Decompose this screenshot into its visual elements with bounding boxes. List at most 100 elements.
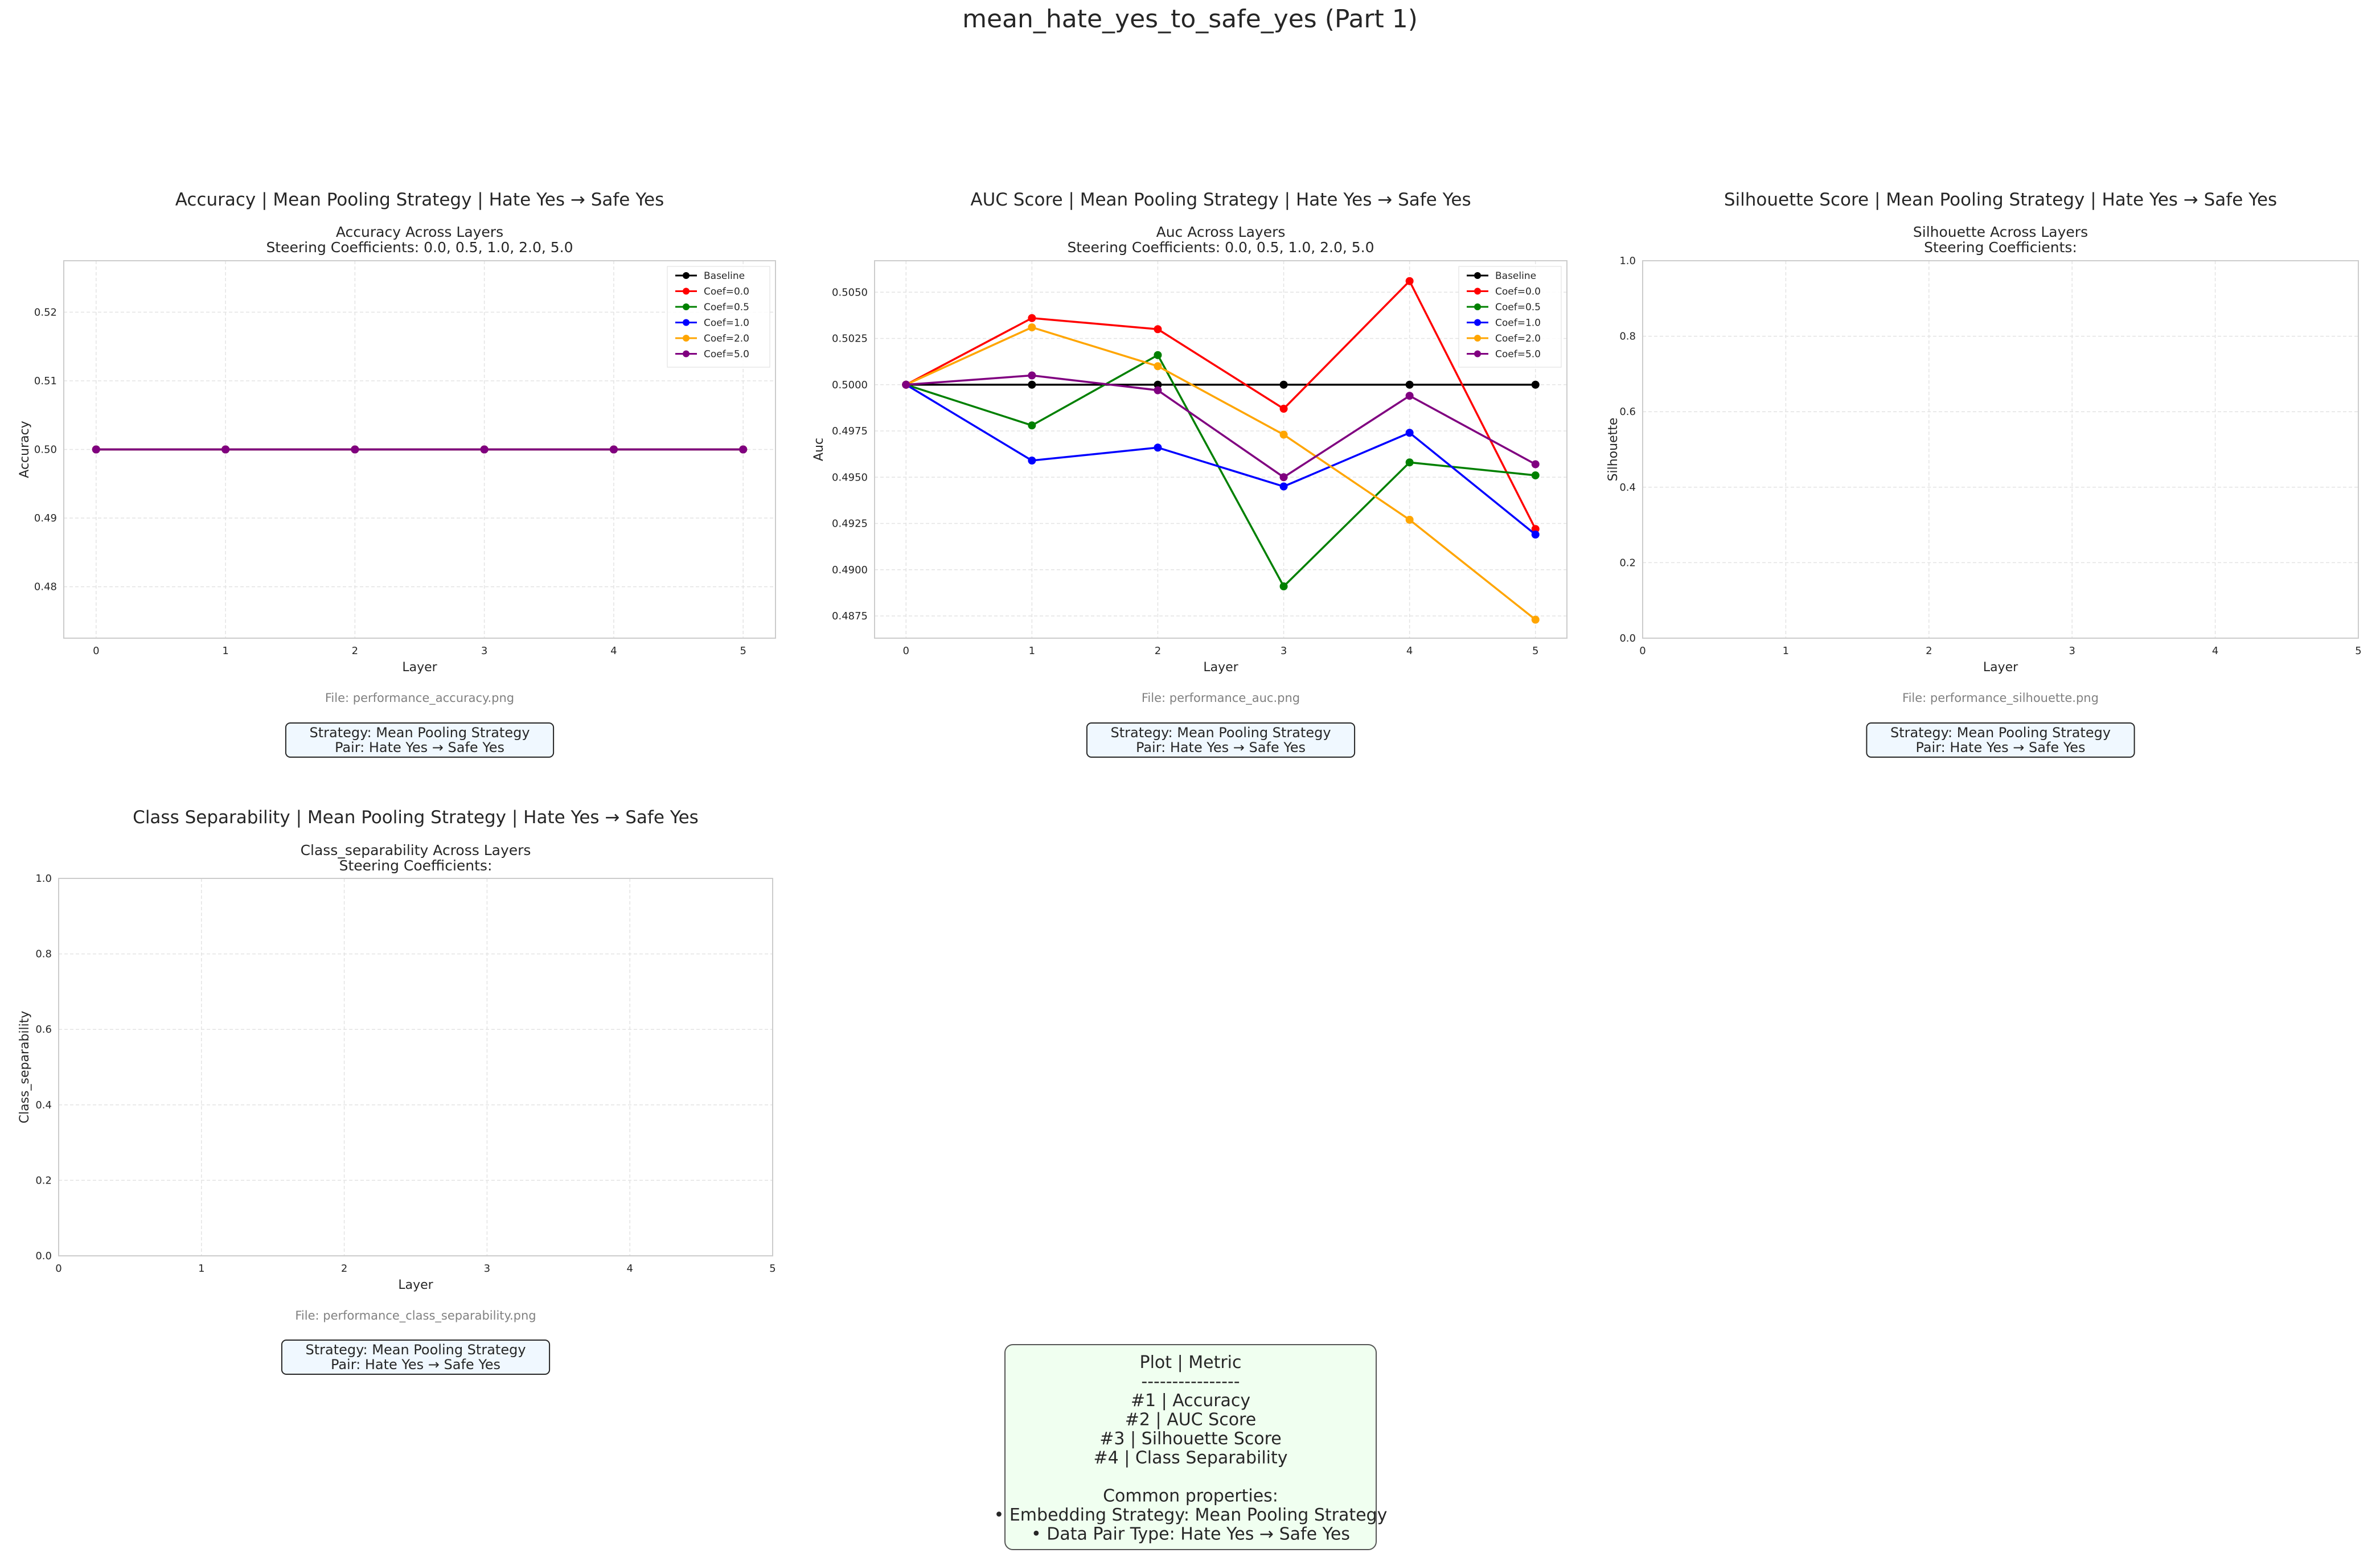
- legend-swatch-marker: [683, 303, 690, 310]
- data-point: [1028, 314, 1036, 322]
- legend-swatch-marker: [683, 335, 690, 342]
- data-point: [1154, 325, 1162, 334]
- plot-area: [875, 261, 1567, 638]
- summary-line: ----------------: [1141, 1372, 1240, 1392]
- x-tick-label: 0: [93, 645, 99, 657]
- panels: Accuracy | Mean Pooling Strategy | Hate …: [18, 190, 2362, 1375]
- chart-panel-1: Accuracy | Mean Pooling Strategy | Hate …: [18, 190, 776, 758]
- plot-area: [59, 878, 773, 1256]
- summary-line: #3 | Silhouette Score: [1099, 1429, 1282, 1449]
- axes-frame: [58, 878, 773, 1256]
- legend-label: Coef=2.0: [1495, 333, 1541, 344]
- y-tick-label: 0.4875: [832, 610, 868, 622]
- x-tick-label: 2: [1926, 645, 1932, 657]
- chart-title: Class_separability Across Layers: [301, 842, 531, 858]
- x-tick-label: 0: [903, 645, 909, 657]
- y-tick-label: 0.4975: [832, 425, 868, 437]
- data-point: [1531, 471, 1540, 479]
- y-tick-label: 1.0: [35, 873, 52, 885]
- y-tick-label: 0.51: [34, 375, 57, 387]
- summary-line: Common properties:: [1103, 1486, 1278, 1506]
- chart-title: Silhouette Across Layers: [1913, 224, 2088, 240]
- summary-line: #4 | Class Separability: [1093, 1448, 1287, 1468]
- x-tick-label: 3: [1281, 645, 1287, 657]
- axes-frame: [63, 260, 776, 639]
- legend-label: Coef=0.0: [704, 286, 749, 298]
- legend-label: Baseline: [704, 270, 745, 282]
- data-point: [1405, 392, 1414, 400]
- x-tick-label: 4: [610, 645, 617, 657]
- x-tick-label: 1: [1783, 645, 1789, 657]
- y-tick-label: 0.48: [34, 581, 57, 593]
- x-tick-label: 3: [484, 1263, 490, 1275]
- legend-swatch-marker: [1474, 319, 1481, 326]
- chart-title: Auc Across Layers: [1156, 224, 1286, 240]
- y-tick-label: 0.4925: [832, 518, 868, 530]
- legend-label: Coef=2.0: [704, 333, 749, 344]
- y-tick-label: 0.4900: [832, 564, 868, 576]
- y-axis-label: Auc: [812, 438, 826, 461]
- data-point: [609, 445, 618, 454]
- figure-suptitle: mean_hate_yes_to_safe_yes (Part 1): [962, 5, 1418, 34]
- x-tick-label: 5: [1532, 645, 1538, 657]
- x-tick-label: 4: [626, 1263, 633, 1275]
- y-tick-label: 0.6: [1619, 406, 1636, 418]
- summary-line: • Data Pair Type: Hate Yes → Safe Yes: [1031, 1525, 1350, 1544]
- data-point: [1405, 429, 1414, 437]
- legend-label: Coef=5.0: [704, 349, 749, 360]
- file-label: File: performance_accuracy.png: [325, 691, 514, 705]
- y-tick-label: 0.52: [34, 306, 57, 318]
- caption-pair: Pair: Hate Yes → Safe Yes: [1136, 739, 1306, 755]
- legend: Baseline Coef=0.0 Coef=0.5 Coef=1.0 Coef=2.0…: [667, 266, 770, 368]
- y-tick-label: 0.4: [35, 1099, 52, 1111]
- chart-panel-4: Class Separability | Mean Pooling Strate…: [18, 807, 776, 1375]
- panel-title: AUC Score | Mean Pooling Strategy | Hate…: [970, 190, 1471, 210]
- y-tick-label: 0.5050: [832, 286, 868, 298]
- x-axis-label: Layer: [402, 660, 437, 675]
- summary-line: • Embedding Strategy: Mean Pooling Strat…: [994, 1505, 1388, 1525]
- y-tick-label: 0.4: [1619, 482, 1636, 494]
- legend-swatch-marker: [1474, 272, 1481, 279]
- data-point: [1531, 531, 1540, 539]
- chart-subtitle: Steering Coefficients: 0.0, 0.5, 1.0, 2.…: [266, 239, 573, 256]
- x-tick-label: 5: [2355, 645, 2361, 657]
- legend-label: Coef=0.0: [1495, 286, 1541, 298]
- caption-strategy: Strategy: Mean Pooling Strategy: [1890, 725, 2111, 741]
- y-tick-label: 0.0: [35, 1250, 52, 1262]
- chart-subtitle: Steering Coefficients: 0.0, 0.5, 1.0, 2.…: [1067, 239, 1374, 256]
- x-tick-label: 5: [769, 1263, 775, 1275]
- legend-label: Baseline: [1495, 270, 1536, 282]
- legend-label: Coef=1.0: [1495, 318, 1541, 329]
- y-tick-label: 0.5025: [832, 333, 868, 345]
- caption-strategy: Strategy: Mean Pooling Strategy: [309, 725, 530, 741]
- data-point: [1405, 458, 1414, 467]
- chart-panel-2: AUC Score | Mean Pooling Strategy | Hate…: [812, 190, 1567, 758]
- data-point: [1531, 380, 1540, 389]
- panel-title: Class Separability | Mean Pooling Strate…: [133, 807, 699, 828]
- legend-swatch-marker: [683, 287, 690, 295]
- axes-frame: [874, 260, 1567, 639]
- data-point: [739, 445, 748, 454]
- legend: Baseline Coef=0.0 Coef=0.5 Coef=1.0 Coef=2.0…: [1458, 266, 1562, 368]
- data-point: [1531, 525, 1540, 533]
- summary-box: Plot | Metric----------------#1 | Accura…: [994, 1344, 1388, 1550]
- x-tick-label: 0: [1639, 645, 1646, 657]
- data-point: [1531, 615, 1540, 624]
- data-point: [1154, 380, 1162, 389]
- axes-frame: [1642, 260, 2359, 639]
- chart-title: Accuracy Across Layers: [336, 224, 503, 240]
- x-tick-label: 1: [222, 645, 228, 657]
- data-point: [1028, 380, 1036, 389]
- y-axis-label: Silhouette: [1606, 418, 1620, 482]
- y-tick-label: 0.49: [34, 512, 57, 524]
- data-point: [1279, 405, 1288, 413]
- summary-line: #2 | AUC Score: [1125, 1410, 1256, 1430]
- series-line-Coef=0.5: [905, 354, 1536, 588]
- series-line-Coef=5.0: [906, 374, 1536, 479]
- data-point: [1279, 380, 1288, 389]
- legend-frame: [667, 266, 770, 368]
- data-point: [1405, 277, 1414, 285]
- caption-strategy: Strategy: Mean Pooling Strategy: [305, 1342, 526, 1358]
- data-point: [1154, 386, 1162, 395]
